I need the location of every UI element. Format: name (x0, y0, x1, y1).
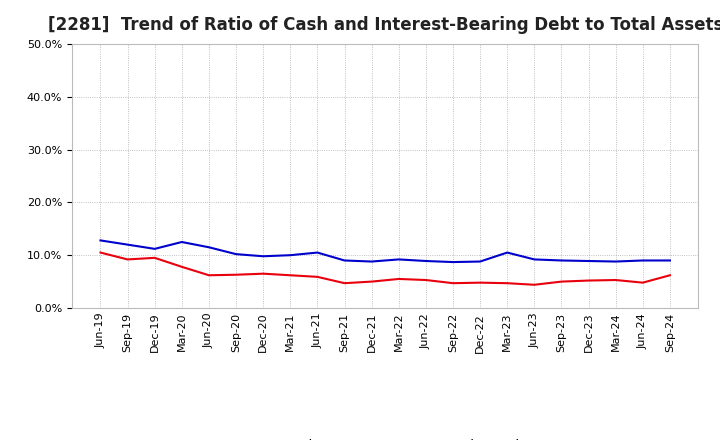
Interest-Bearing Debt (665, 258, 674, 263)
Interest-Bearing Debt (367, 259, 376, 264)
Interest-Bearing Debt (259, 253, 268, 259)
Interest-Bearing Debt (96, 238, 105, 243)
Interest-Bearing Debt (150, 246, 159, 252)
Cash (584, 278, 593, 283)
Cash (367, 279, 376, 284)
Cash (449, 281, 457, 286)
Interest-Bearing Debt (204, 245, 213, 250)
Interest-Bearing Debt (123, 242, 132, 247)
Interest-Bearing Debt (286, 253, 294, 258)
Cash (665, 273, 674, 278)
Cash (557, 279, 566, 284)
Cash (313, 274, 322, 279)
Interest-Bearing Debt (395, 257, 403, 262)
Interest-Bearing Debt (584, 258, 593, 264)
Cash (611, 277, 620, 282)
Interest-Bearing Debt (341, 258, 349, 263)
Cash (395, 276, 403, 282)
Cash (96, 250, 105, 255)
Interest-Bearing Debt (639, 258, 647, 263)
Interest-Bearing Debt (232, 252, 240, 257)
Interest-Bearing Debt (313, 250, 322, 255)
Cash (421, 277, 430, 282)
Interest-Bearing Debt (503, 250, 511, 255)
Cash (639, 280, 647, 285)
Line: Interest-Bearing Debt: Interest-Bearing Debt (101, 240, 670, 262)
Cash (123, 257, 132, 262)
Cash (503, 281, 511, 286)
Interest-Bearing Debt (449, 260, 457, 265)
Cash (341, 281, 349, 286)
Interest-Bearing Debt (421, 258, 430, 264)
Title: [2281]  Trend of Ratio of Cash and Interest-Bearing Debt to Total Assets: [2281] Trend of Ratio of Cash and Intere… (48, 16, 720, 34)
Interest-Bearing Debt (557, 258, 566, 263)
Interest-Bearing Debt (476, 259, 485, 264)
Interest-Bearing Debt (611, 259, 620, 264)
Cash (476, 280, 485, 285)
Interest-Bearing Debt (178, 239, 186, 245)
Cash (232, 272, 240, 277)
Cash (150, 255, 159, 260)
Legend: Cash, Interest-Bearing Debt: Cash, Interest-Bearing Debt (235, 434, 535, 440)
Cash (286, 273, 294, 278)
Cash (204, 273, 213, 278)
Line: Cash: Cash (101, 253, 670, 285)
Cash (259, 271, 268, 276)
Cash (530, 282, 539, 287)
Cash (178, 264, 186, 269)
Interest-Bearing Debt (530, 257, 539, 262)
